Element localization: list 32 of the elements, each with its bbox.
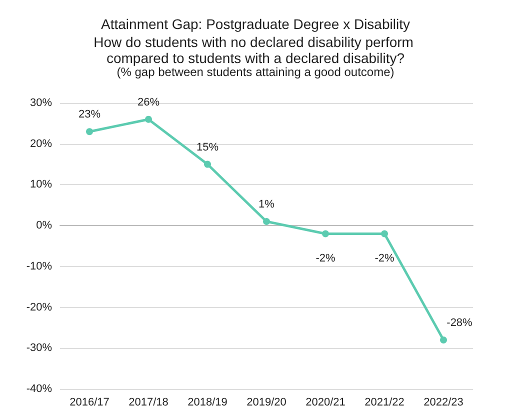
x-tick-label: 2020/21 xyxy=(306,396,346,408)
y-tick-label: -10% xyxy=(26,260,52,272)
data-label: 26% xyxy=(137,96,160,108)
data-label: -2% xyxy=(374,252,394,265)
data-label: 23% xyxy=(78,108,101,121)
x-tick-label: 2021/22 xyxy=(364,396,404,408)
point xyxy=(322,230,329,238)
data-label: -28% xyxy=(446,316,473,329)
point xyxy=(204,160,211,168)
point xyxy=(263,218,270,225)
y-tick-label: 30% xyxy=(30,97,52,109)
y-tick-label: -30% xyxy=(26,342,52,354)
point xyxy=(145,116,152,123)
point xyxy=(440,336,447,344)
text: (% gap between students attaining a good outcome) xyxy=(116,65,394,79)
data-label: -2% xyxy=(316,252,336,265)
x-tick-label: 2017/18 xyxy=(128,396,168,408)
data-label: 1% xyxy=(258,198,275,210)
x-tick-label: 2019/20 xyxy=(246,396,286,408)
chart-title: Attainment Gap: Postgraduate Degree x Disability xyxy=(101,16,410,32)
point xyxy=(86,128,93,136)
y-tick-label: -40% xyxy=(26,383,52,395)
x-tick-label: 2018/19 xyxy=(188,396,228,408)
chart-subtitle: How do students with no declared disability perform compared to students with a declared disability? xyxy=(94,34,418,66)
y-tick-label: 20% xyxy=(30,138,52,150)
data-label: 15% xyxy=(196,141,219,154)
y-tick-label: 10% xyxy=(30,178,52,191)
x-tick-label: 2016/17 xyxy=(70,396,110,408)
y-tick-label: -20% xyxy=(26,301,52,314)
y-tick-label: 0% xyxy=(36,220,52,232)
x-tick-label: 2022/23 xyxy=(424,396,464,408)
point xyxy=(381,230,388,238)
